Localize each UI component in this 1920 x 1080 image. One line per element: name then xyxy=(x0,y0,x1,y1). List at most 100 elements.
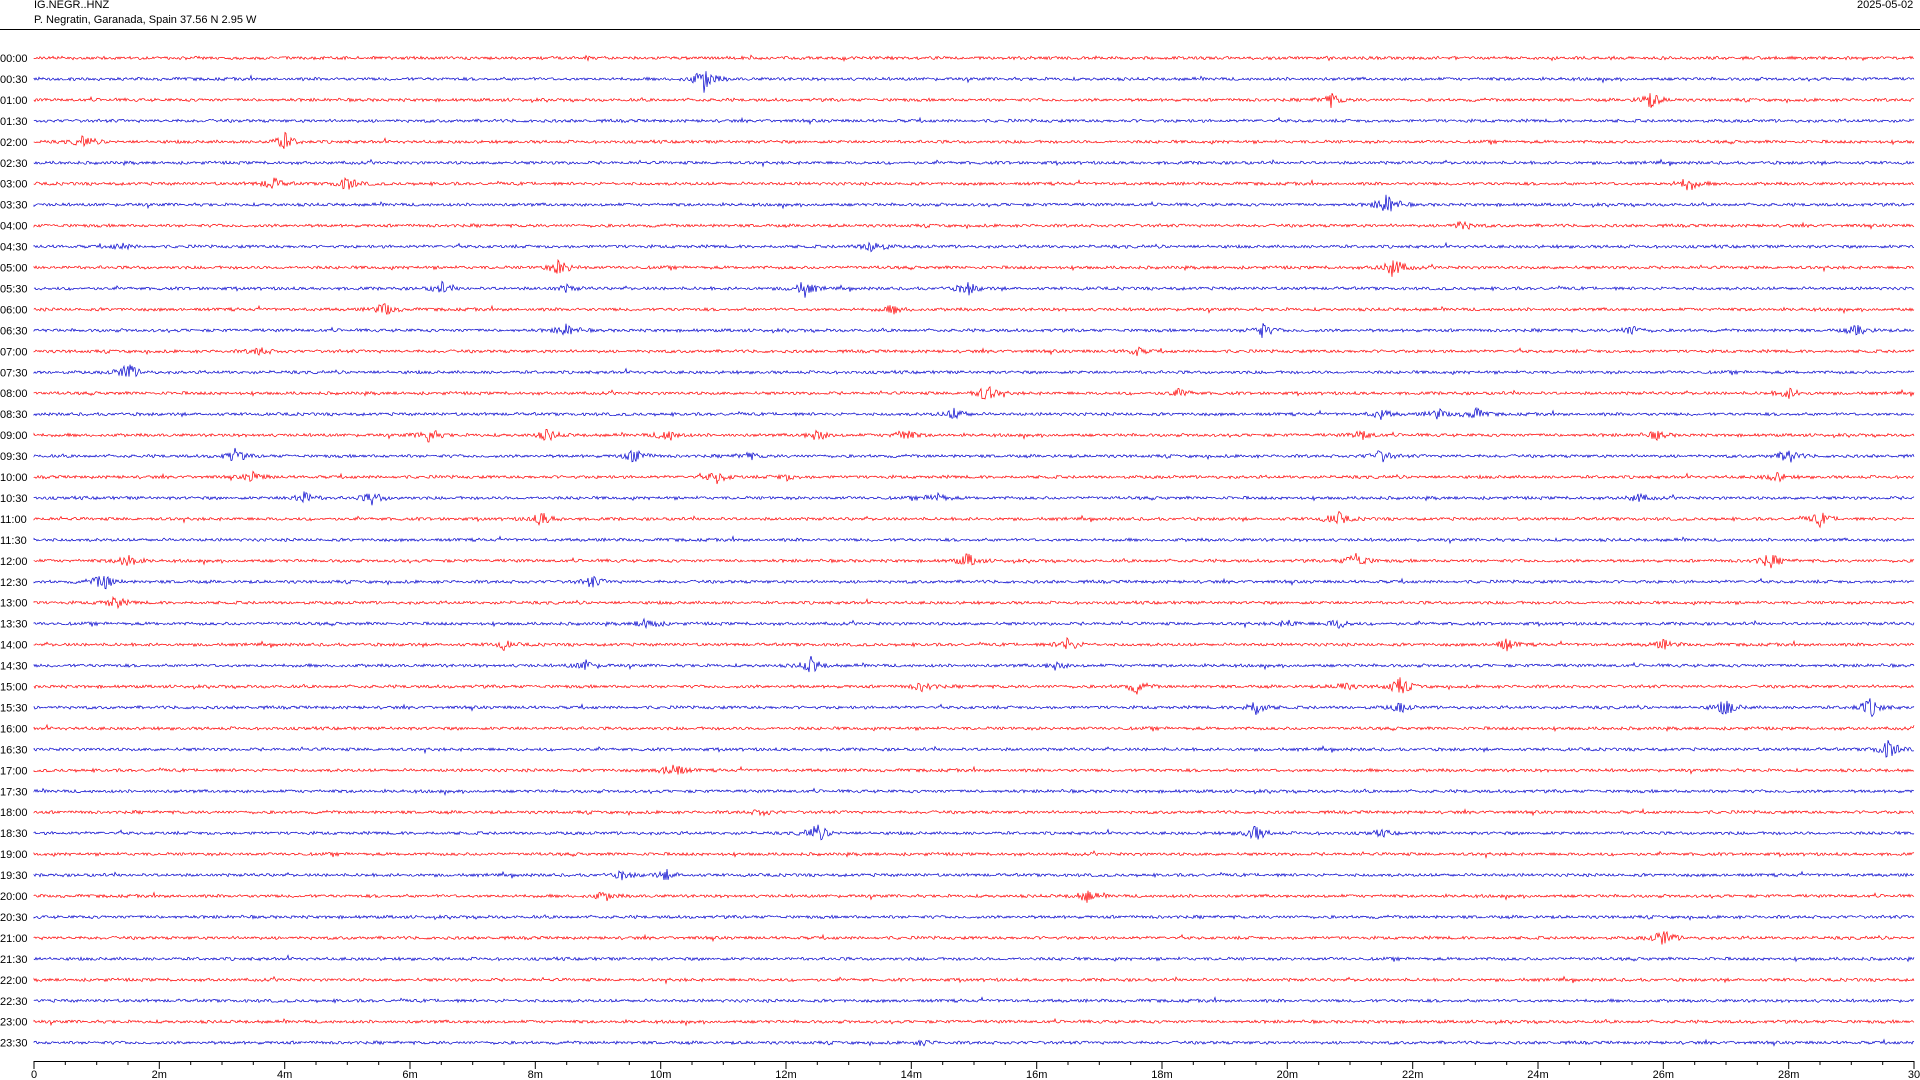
x-tick-label: 14m xyxy=(901,1069,922,1080)
x-tick-label: 6m xyxy=(402,1069,417,1080)
row-time-label: 17:30 xyxy=(0,786,28,798)
row-time-label: 08:00 xyxy=(0,388,28,400)
station-location: P. Negratin, Garanada, Spain 37.56 N 2.9… xyxy=(34,14,257,26)
x-axis: 0 2m 4m 6m 8m 10m 12m 14m 16m 18m 20m 22m 24m 26m 28m 3… xyxy=(31,1061,1920,1080)
trace-row-0200 xyxy=(33,131,1915,149)
trace-row-0500 xyxy=(33,258,1915,277)
trace-row-2330 xyxy=(33,1038,1915,1047)
trace-row-1030 xyxy=(33,491,1915,506)
trace-row-1000 xyxy=(33,470,1915,485)
x-tick-label: 28m xyxy=(1778,1069,1799,1080)
row-time-label: 10:30 xyxy=(0,493,28,505)
trace-row-2300 xyxy=(33,1017,1915,1027)
trace-row-0830 xyxy=(33,406,1915,420)
row-time-label: 03:30 xyxy=(0,200,28,212)
row-time-label: 16:30 xyxy=(0,744,28,756)
trace-row-1430 xyxy=(33,656,1915,673)
x-tick-label: 8m xyxy=(528,1069,543,1080)
trace-row-1800 xyxy=(33,807,1915,817)
row-time-label: 23:00 xyxy=(0,1017,28,1029)
row-time-label: 10:00 xyxy=(0,472,28,484)
row-time-label: 15:00 xyxy=(0,682,28,694)
record-date: 2025-05-02 xyxy=(1857,0,1914,11)
row-time-label: 18:00 xyxy=(0,807,28,819)
trace-row-0300 xyxy=(33,176,1915,191)
trace-row-1930 xyxy=(33,868,1915,881)
row-time-label: 06:30 xyxy=(0,325,28,337)
row-time-label: 01:00 xyxy=(0,95,28,107)
row-time-label: 08:30 xyxy=(0,409,28,421)
trace-row-1230 xyxy=(33,575,1915,590)
row-time-label: 14:30 xyxy=(0,661,28,673)
row-time-label: 20:30 xyxy=(0,912,28,924)
trace-row-1300 xyxy=(33,595,1915,610)
row-time-label: 02:30 xyxy=(0,158,28,170)
trace-row-0700 xyxy=(33,346,1915,357)
row-time-label: 18:30 xyxy=(0,828,28,840)
x-tick-label: 22m xyxy=(1402,1069,1423,1080)
trace-group xyxy=(33,54,1915,1047)
row-time-label: 06:00 xyxy=(0,304,28,316)
x-tick-label: 12m xyxy=(775,1069,796,1080)
row-time-label: 17:00 xyxy=(0,765,28,777)
row-time-label: 23:30 xyxy=(0,1038,28,1050)
trace-row-0730 xyxy=(33,364,1915,378)
trace-row-1130 xyxy=(33,535,1915,545)
trace-row-0630 xyxy=(33,323,1915,339)
trace-row-0930 xyxy=(33,447,1915,463)
row-time-label: 22:30 xyxy=(0,996,28,1008)
row-time-label: 21:00 xyxy=(0,933,28,945)
row-time-label: 22:00 xyxy=(0,975,28,987)
x-tick-label: 4m xyxy=(277,1069,292,1080)
trace-row-1730 xyxy=(33,787,1915,796)
row-time-label: 02:00 xyxy=(0,137,28,149)
x-tick-label: 18m xyxy=(1151,1069,1172,1080)
trace-row-2000 xyxy=(33,890,1915,903)
trace-row-1630 xyxy=(33,740,1915,758)
trace-row-2100 xyxy=(33,930,1915,945)
trace-row-2030 xyxy=(33,914,1915,921)
row-time-label: 13:00 xyxy=(0,598,28,610)
row-time-label: 16:00 xyxy=(0,723,28,735)
row-time-label: 04:00 xyxy=(0,221,28,233)
row-time-label: 09:00 xyxy=(0,430,28,442)
row-time-label: 20:00 xyxy=(0,891,28,903)
row-time-label: 11:30 xyxy=(0,535,27,547)
trace-row-1700 xyxy=(33,764,1915,775)
x-tick-label: 24m xyxy=(1527,1069,1548,1080)
trace-row-0230 xyxy=(33,158,1915,168)
row-time-label: 00:30 xyxy=(0,74,28,86)
trace-row-0900 xyxy=(33,429,1915,443)
trace-row-1330 xyxy=(33,617,1915,630)
trace-row-1830 xyxy=(33,824,1915,841)
trace-row-1200 xyxy=(33,553,1915,569)
x-tick-label: 16m xyxy=(1026,1069,1047,1080)
row-time-label: 19:30 xyxy=(0,870,28,882)
row-time-label: 15:30 xyxy=(0,702,28,714)
station-code: IG.NEGR..HNZ xyxy=(34,0,110,11)
row-time-label: 11:00 xyxy=(0,514,27,526)
row-time-label: 19:00 xyxy=(0,849,28,861)
trace-row-2130 xyxy=(33,954,1915,963)
time-label-group: 00:00 00:30 01:00 01:30 02:00 02:30 03:00 03:30… xyxy=(0,53,28,1050)
row-time-label: 00:00 xyxy=(0,53,28,65)
row-time-label: 14:00 xyxy=(0,640,28,652)
row-time-label: 01:30 xyxy=(0,116,28,128)
row-time-label: 03:00 xyxy=(0,179,28,191)
trace-row-1530 xyxy=(33,698,1915,718)
trace-row-0030 xyxy=(33,71,1915,93)
trace-row-1600 xyxy=(33,723,1915,733)
row-time-label: 05:00 xyxy=(0,263,28,275)
row-time-label: 13:30 xyxy=(0,619,28,631)
x-tick-label: 26m xyxy=(1653,1069,1674,1080)
row-time-label: 09:30 xyxy=(0,451,28,463)
row-time-label: 07:30 xyxy=(0,367,28,379)
trace-row-0600 xyxy=(33,303,1915,315)
x-tick-label: 2m xyxy=(152,1069,167,1080)
trace-row-0800 xyxy=(33,386,1915,400)
trace-row-0530 xyxy=(33,280,1915,298)
row-time-label: 05:30 xyxy=(0,283,28,295)
row-time-label: 07:00 xyxy=(0,346,28,358)
trace-row-2230 xyxy=(33,996,1915,1004)
